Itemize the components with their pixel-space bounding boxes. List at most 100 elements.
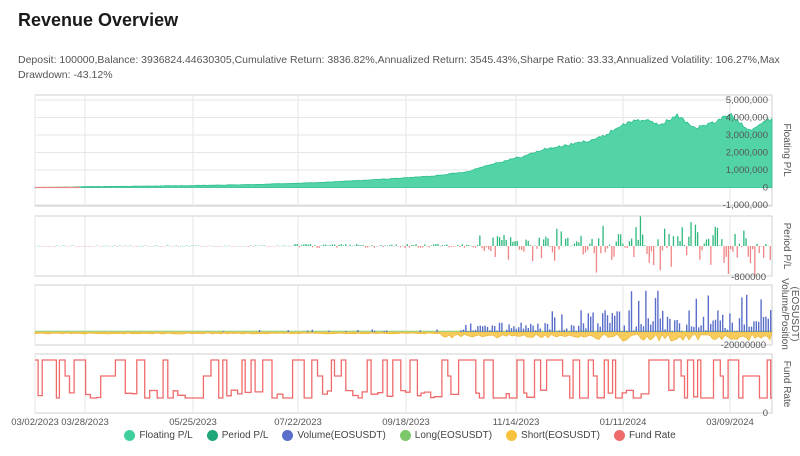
period-pl-panel <box>37 216 771 276</box>
y-tick-floating-5: 0 <box>763 183 768 194</box>
fund-rate-panel <box>35 359 772 399</box>
x-tick-label-6: 01/11/2024 <box>600 417 647 428</box>
y-tick-floating-6: -1,000,000 <box>723 200 768 211</box>
period-pl-bar-181 <box>435 244 437 246</box>
volume-bar-101 <box>676 320 678 332</box>
floating-pl-area <box>34 112 773 188</box>
period-pl-bar-64 <box>177 246 180 247</box>
volume-bar-31 <box>501 322 503 332</box>
volume-bar-66 <box>590 316 592 332</box>
period-pl-bar-289 <box>672 236 675 246</box>
period-pl-bar-288 <box>670 246 672 267</box>
volume-bar-88 <box>645 290 647 332</box>
period-pl-bar-277 <box>646 246 648 254</box>
legend-period-pl[interactable]: Period P/L <box>206 430 269 441</box>
axis-title-volume-1: Volume/Position <box>779 278 790 350</box>
volume-bar-39 <box>522 328 525 332</box>
y-tick-floating-0: 5,000,000 <box>726 95 768 106</box>
volume-bar-122 <box>729 313 731 332</box>
period-pl-bar-135 <box>334 244 336 246</box>
period-pl-bar-261 <box>611 246 613 260</box>
volume-bar-13 <box>436 329 438 332</box>
volume-bar-8 <box>371 329 373 332</box>
period-pl-bar-254 <box>595 246 598 273</box>
volume-bar-91 <box>652 321 654 332</box>
x-tick-label-7: 03/09/2024 <box>706 417 754 428</box>
volume-bar-136 <box>762 317 765 332</box>
period-pl-bar-170 <box>411 245 413 246</box>
volume-bar-1 <box>258 330 261 332</box>
volume-bar-99 <box>671 330 673 332</box>
period-pl-bar-284 <box>661 246 664 251</box>
volume-bar-20 <box>474 329 477 332</box>
y-tick-floating-1: 4,000,000 <box>726 113 768 124</box>
period-pl-bar-204 <box>485 246 488 248</box>
period-pl-bar-225 <box>532 246 534 262</box>
period-pl-bar-23 <box>87 246 89 247</box>
volume-bar-16 <box>465 325 467 332</box>
period-pl-bar-138 <box>340 244 342 246</box>
volume-bar-106 <box>690 326 693 332</box>
period-pl-bar-251 <box>589 243 591 246</box>
volume-bar-14 <box>460 330 462 332</box>
period-pl-bar-260 <box>609 244 611 246</box>
volume-bar-7 <box>357 330 359 332</box>
period-pl-bar-176 <box>424 244 426 246</box>
period-pl-bar-247 <box>580 235 582 246</box>
period-pl-bar-205 <box>488 246 490 250</box>
volume-bar-60 <box>575 330 577 332</box>
volume-bar-83 <box>633 330 635 332</box>
period-pl-bar-145 <box>356 244 358 246</box>
volume-bar-57 <box>568 331 570 332</box>
period-pl-bar-287 <box>668 233 670 246</box>
legend-period-pl-swatch <box>206 430 218 441</box>
period-pl-bar-206 <box>490 246 492 252</box>
period-pl-bar-184 <box>441 245 444 246</box>
legend-volume[interactable]: Volume(EOSUSDT) <box>282 430 386 441</box>
period-pl-bar-235 <box>554 246 556 261</box>
period-pl-bar-236 <box>556 228 558 246</box>
volume-bar-24 <box>484 325 486 332</box>
volume-bar-23 <box>482 326 484 332</box>
volume-position-panel <box>34 290 773 342</box>
period-pl-bar-147 <box>360 245 362 246</box>
period-pl-bar-241 <box>567 237 569 246</box>
legend-long[interactable]: Long(EOSUSDT) <box>399 430 493 441</box>
period-pl-bar-96 <box>248 246 250 247</box>
volume-bar-48 <box>546 323 549 332</box>
period-pl-bar-266 <box>622 243 624 246</box>
period-pl-bar-292 <box>679 241 681 246</box>
volume-bar-111 <box>702 316 705 332</box>
legend-long-label: Long(EOSUSDT) <box>414 430 493 441</box>
volume-bar-32 <box>506 329 508 332</box>
volume-bar-12 <box>419 330 421 332</box>
floating-pl-panel <box>34 99 773 206</box>
volume-bar-35 <box>513 326 515 332</box>
period-pl-bar-125 <box>312 246 314 248</box>
period-pl-bar-83 <box>219 246 221 247</box>
period-pl-bar-245 <box>576 241 578 246</box>
volume-bar-36 <box>515 328 517 332</box>
volume-bar-62 <box>580 310 582 332</box>
period-pl-bar-316 <box>732 246 734 252</box>
volume-bar-116 <box>714 319 717 332</box>
volume-bar-82 <box>630 291 633 332</box>
period-pl-bar-121 <box>303 244 305 246</box>
legend-fund-rate-swatch <box>613 430 625 441</box>
period-pl-bar-248 <box>582 246 584 255</box>
legend-period-pl-label: Period P/L <box>221 430 269 441</box>
period-pl-bar-318 <box>736 246 738 258</box>
volume-bar-56 <box>566 328 568 332</box>
volume-bar-69 <box>599 326 601 332</box>
volume-bar-84 <box>635 326 637 332</box>
legend-fund-rate[interactable]: Fund Rate <box>613 430 676 441</box>
period-pl-bar-137 <box>338 244 340 246</box>
volume-bar-71 <box>604 310 606 332</box>
period-pl-bar-246 <box>578 242 580 246</box>
legend-floating-pl[interactable]: Floating P/L <box>124 430 193 441</box>
volume-bar-11 <box>386 330 388 332</box>
legend-short[interactable]: Short(EOSUSDT) <box>506 430 600 441</box>
volume-bar-52 <box>556 331 558 332</box>
period-pl-bar-146 <box>358 245 360 246</box>
